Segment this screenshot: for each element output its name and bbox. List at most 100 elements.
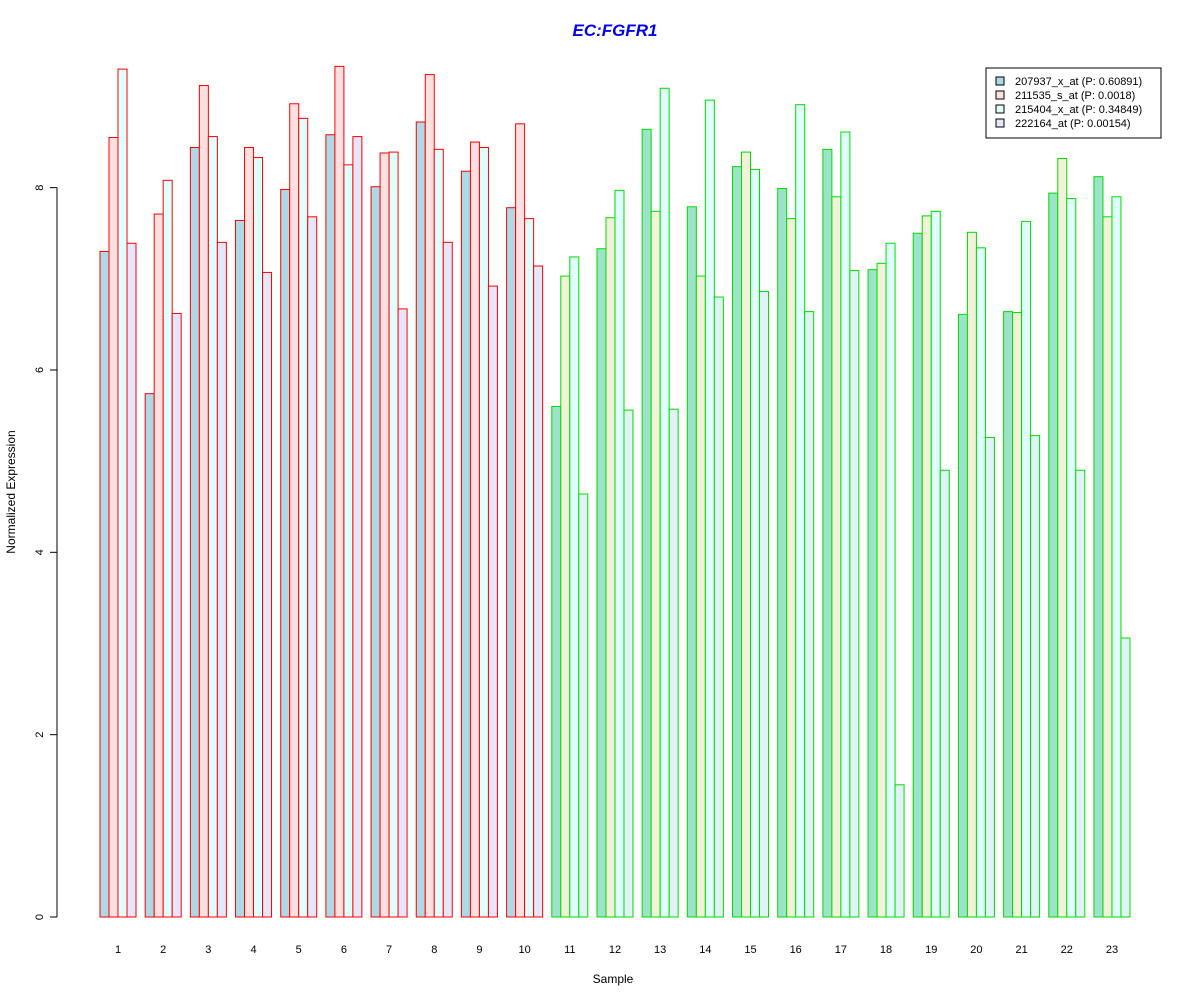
x-tick-label: 15 [744,944,756,956]
x-tick-label: 16 [790,944,802,956]
x-axis-label: Sample [593,972,634,986]
bar-sample-19-series-2 [921,215,932,918]
x-tick-label: 14 [699,944,711,956]
bar-sample-12-series-1 [596,248,607,918]
bar-sample-7-series-4 [397,308,408,918]
bar-sample-11-series-1 [551,405,562,918]
bar-sample-23-series-3 [1111,196,1122,918]
bar-sample-12-series-4 [623,409,634,918]
bar-sample-13-series-2 [650,210,661,918]
y-axis: 0 2 4 6 8 [34,185,58,920]
bar-sample-17-series-1 [822,148,833,918]
x-tick-label: 19 [925,944,937,956]
x-tick-label: 10 [518,944,530,956]
bar-sample-8-series-4 [442,241,453,918]
bar-sample-3-series-3 [207,136,218,918]
legend-swatch [995,90,1005,100]
bar-sample-1-series-3 [117,68,128,918]
bar-sample-8-series-1 [415,121,426,918]
bar-sample-5-series-2 [289,103,300,918]
bar-sample-2-series-1 [144,393,155,918]
bar-sample-13-series-4 [668,408,679,918]
bar-sample-6-series-3 [343,164,354,918]
bar-sample-17-series-4 [849,270,860,918]
bar-sample-18-series-1 [867,269,878,918]
bar-sample-15-series-4 [759,291,770,918]
chart-title: EC:FGFR1 [573,21,658,40]
bar-sample-18-series-3 [885,242,896,918]
bar-sample-4-series-2 [244,147,255,918]
bar-sample-13-series-3 [659,87,670,918]
bar-sample-8-series-3 [433,148,444,918]
legend-swatch [995,104,1005,114]
bar-sample-2-series-2 [153,213,164,918]
y-tick-label: 8 [34,185,46,191]
bar-sample-6-series-4 [352,136,363,918]
y-tick-label: 0 [34,914,46,920]
bars-group [99,65,1131,918]
x-tick-label: 2 [160,944,166,956]
x-tick-label: 17 [835,944,847,956]
bar-sample-6-series-1 [325,134,336,918]
bar-sample-15-series-2 [741,151,752,918]
bar-sample-7-series-3 [388,151,399,918]
bar-sample-9-series-3 [478,147,489,918]
bar-sample-4-series-3 [253,157,264,918]
legend-box [985,67,1162,139]
bar-sample-20-series-3 [975,247,986,918]
bar-sample-13-series-1 [641,128,652,918]
bar-sample-10-series-3 [524,218,535,918]
bar-sample-3-series-4 [216,241,227,918]
bar-sample-21-series-1 [1003,311,1014,918]
bar-sample-16-series-4 [804,311,815,918]
bar-sample-2-series-3 [162,179,173,918]
bar-sample-12-series-3 [614,189,625,918]
bar-sample-9-series-1 [460,170,471,918]
legend: 207937_x_at (P: 0.60891) 211535_s_at (P: … [985,67,1162,139]
bar-sample-22-series-4 [1075,469,1086,918]
bar-sample-20-series-1 [957,313,968,918]
bar-sample-19-series-1 [912,232,923,918]
x-tick-label: 12 [609,944,621,956]
bar-sample-9-series-2 [469,141,480,918]
y-tick-label: 2 [34,732,46,738]
bar-sample-14-series-3 [704,99,715,918]
bar-sample-21-series-3 [1021,220,1032,918]
bar-sample-15-series-1 [732,166,743,918]
bar-sample-14-series-2 [695,275,706,918]
legend-label: 222164_at (P: 0.00154) [1015,118,1131,130]
x-tick-label: 8 [431,944,437,956]
bar-sample-14-series-4 [713,296,724,918]
bar-sample-4-series-1 [235,219,246,918]
bar-sample-3-series-2 [198,85,209,918]
x-tick-label: 6 [341,944,347,956]
bar-sample-19-series-4 [939,469,950,918]
bar-sample-16-series-2 [786,218,797,918]
bar-sample-10-series-2 [515,123,526,918]
bar-sample-21-series-2 [1012,312,1023,918]
bar-sample-10-series-4 [533,265,544,918]
legend-swatch [995,76,1005,86]
bar-sample-1-series-4 [126,242,137,918]
bar-sample-15-series-3 [750,168,761,918]
bar-sample-22-series-2 [1057,157,1068,918]
bar-sample-21-series-4 [1030,435,1041,918]
bar-sample-1-series-2 [108,136,119,918]
bar-sample-12-series-2 [605,217,616,918]
bar-sample-1-series-1 [99,250,110,918]
bar-sample-8-series-2 [424,74,435,918]
x-tick-label: 5 [296,944,302,956]
bar-sample-23-series-1 [1093,176,1104,918]
bar-sample-20-series-2 [966,231,977,918]
legend-swatch [995,118,1005,128]
bar-sample-18-series-2 [876,262,887,918]
x-tick-label: 13 [654,944,666,956]
bar-sample-16-series-3 [795,104,806,918]
bar-sample-17-series-2 [831,196,842,918]
x-tick-label: 4 [250,944,256,956]
legend-label: 211535_s_at (P: 0.0018) [1015,90,1135,102]
bar-sample-5-series-3 [298,117,309,918]
x-tick-label: 23 [1106,944,1118,956]
